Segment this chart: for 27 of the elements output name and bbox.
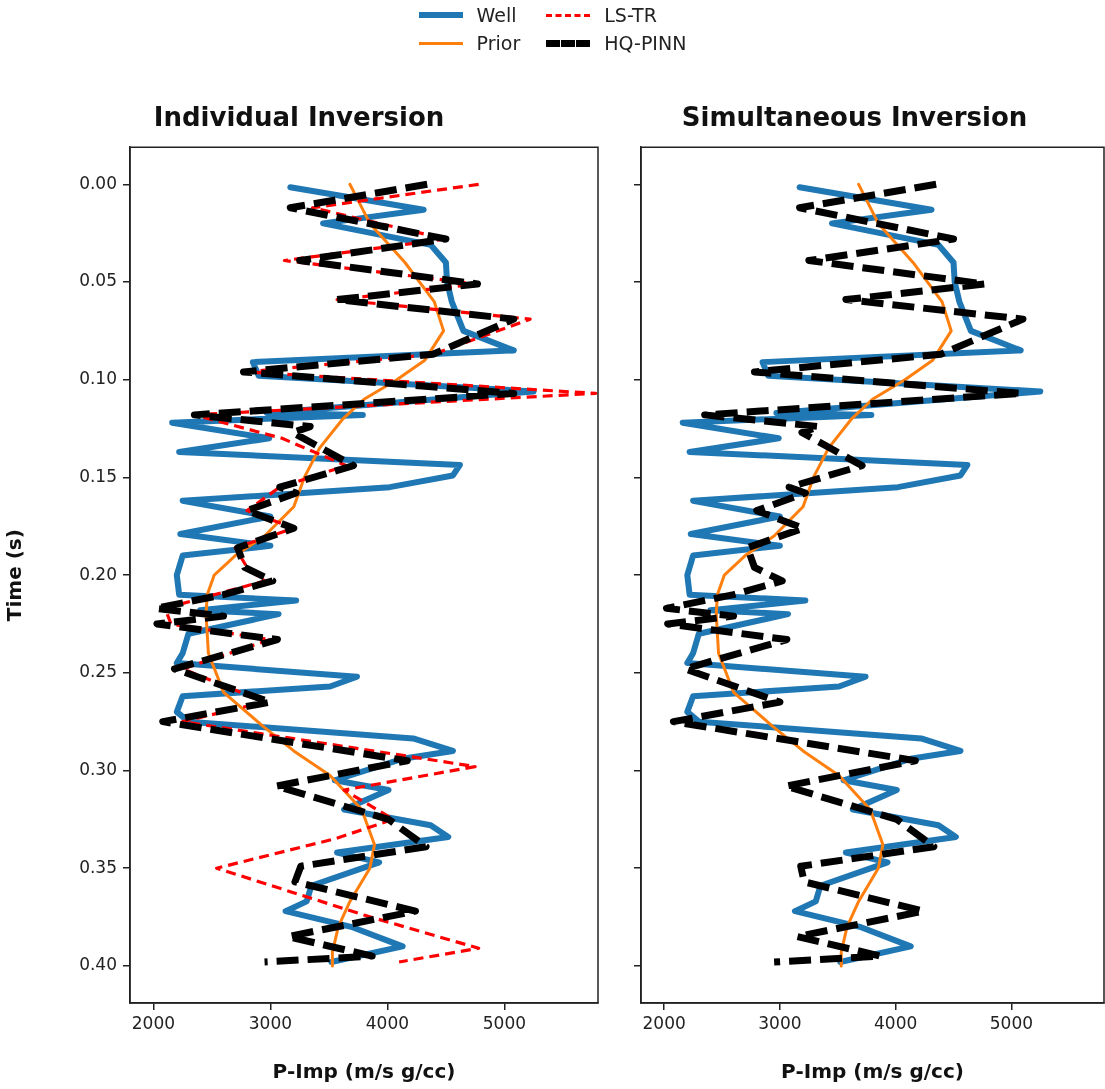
chart-title: Simultaneous Inversion <box>681 102 1028 133</box>
y-tick-label: 0.05 <box>79 270 117 291</box>
legend-label: Prior <box>476 32 521 54</box>
x-tick-label: 3000 <box>758 1012 802 1033</box>
x-tick-label: 5000 <box>482 1012 527 1033</box>
x-tick-label: 3000 <box>248 1012 293 1033</box>
y-tick-label: 0.40 <box>79 954 117 975</box>
x-tick-label: 4000 <box>365 1012 410 1033</box>
x-axis-title: P-Imp (m/s g/cc) <box>781 1059 964 1084</box>
y-tick-label: 0.20 <box>79 563 117 584</box>
legend-label: HQ-PINN <box>604 32 687 54</box>
x-tick-label: 4000 <box>874 1012 918 1033</box>
x-axis-title: P-Imp (m/s g/cc) <box>272 1059 456 1084</box>
legend-label: LS-TR <box>604 4 657 26</box>
y-tick-label: 0.15 <box>79 465 117 486</box>
x-tick-label: 5000 <box>989 1012 1034 1033</box>
y-tick-label: 0.25 <box>79 661 117 682</box>
y-tick-label: 0.00 <box>79 172 117 193</box>
x-tick-label: 2000 <box>642 1012 686 1033</box>
x-tick-label: 2000 <box>131 1012 176 1033</box>
y-tick-label: 0.10 <box>79 368 117 389</box>
y-axis-title: Time (s) <box>2 529 27 622</box>
chart-title: Individual Inversion <box>153 102 445 133</box>
legend-label: Well <box>476 4 517 26</box>
y-tick-label: 0.30 <box>79 758 117 779</box>
y-tick-label: 0.35 <box>79 856 117 877</box>
line-series <box>163 182 598 964</box>
